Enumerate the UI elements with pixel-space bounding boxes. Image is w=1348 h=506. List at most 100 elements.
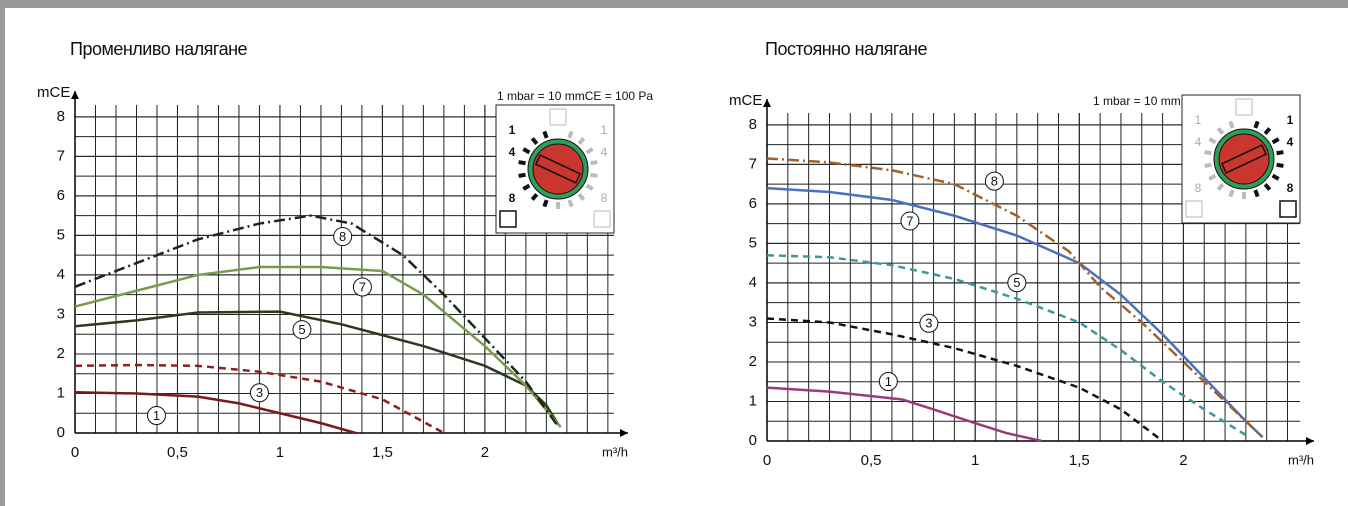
x-axis-label: m³/h [1288,452,1314,467]
dial-knob [1218,133,1270,185]
dial-mark [542,199,549,208]
series-line [766,157,1264,438]
dial-label: 4 [1287,135,1294,149]
series-label-circle [249,383,269,403]
series-label: 3 [925,316,932,331]
y-tick-label: 0 [749,432,757,449]
dial-mark-faded [590,160,598,166]
dial-label-faded: 8 [601,191,608,205]
dial-label-faded: 1 [601,123,608,137]
dial-mark [542,130,549,139]
dial-mark-faded [1216,127,1225,136]
series-line [766,254,1247,437]
series-label: 1 [885,374,892,389]
dial-mark-faded [1204,150,1212,156]
dial-label: 8 [509,191,516,205]
dial-mark-faded [1228,120,1235,129]
dial-mark-faded [1208,137,1217,145]
y-tick-label: 7 [749,155,757,172]
y-axis-label: mCE [729,92,762,109]
dial-label: 1 [1287,113,1294,127]
dial-mark-faded [1208,173,1217,181]
dial-icon: 1 1 4 4 8 8 [495,104,615,234]
dial-icon: 1 1 4 4 8 8 [1181,94,1301,224]
mode-icon [499,210,517,228]
dial-mark-faded [567,130,574,139]
x-tick-label: 2 [481,444,489,461]
x-tick-label: 1,5 [372,444,393,461]
series-label-circle [900,211,920,231]
series-label-circle [919,313,939,333]
x-tick-label: 0 [763,452,771,469]
series-line [74,391,357,435]
dial-mark [1276,162,1284,168]
dial-slot [534,154,582,184]
dial-mark-faded [577,192,586,201]
series-label-circle [352,277,372,297]
mode-icon [1279,200,1297,218]
dial-label: 4 [509,145,516,159]
dial-mark-faded [1216,182,1225,191]
dial-mark-faded [567,199,574,208]
y-tick-label: 8 [57,108,65,125]
x-tick-label: 1 [276,444,284,461]
series-line [74,214,560,428]
y-tick-label: 1 [57,384,65,401]
dial-label: 1 [509,123,516,137]
series-line [74,265,562,428]
dial-mark-faded [577,137,586,146]
dial-mark-faded [585,183,594,191]
dial-mark-faded [585,147,594,155]
series-label-circle [984,171,1004,191]
dial-mark-faded [590,172,598,178]
dial-mark [1253,189,1260,198]
x-tick-label: 0 [71,444,79,461]
series-label: 7 [906,213,913,228]
dial-label-faded: 4 [601,145,608,159]
series-label: 5 [1013,275,1020,290]
series-label: 7 [359,279,366,294]
note: 1 mbar = 10 mmCE = 100 Pa [497,89,653,103]
y-tick-label: 4 [749,274,757,291]
dial-mark [530,137,539,146]
chart-title: Постоянно налягане [765,39,927,59]
series-label-circle [333,227,353,247]
y-tick-label: 8 [749,116,757,133]
y-tick-label: 3 [749,313,757,330]
series-label-circle [878,372,898,392]
y-tick-label: 4 [57,266,65,283]
dial-mark [522,147,531,155]
dial-label: 8 [1287,181,1294,195]
mode-icon-faded [1185,200,1203,218]
dial-mark [1271,137,1280,145]
y-arrow [71,91,79,99]
dial-mark [1253,120,1260,129]
air-icon [1235,98,1253,116]
series-line [74,363,445,435]
series-label: 8 [339,229,346,244]
mode-icon-faded [593,210,611,228]
y-tick-label: 0 [57,424,65,441]
series-label: 1 [153,408,160,423]
air-icon [549,108,567,126]
x-tick-label: 1,5 [1069,452,1090,469]
series-label: 5 [298,322,305,337]
x-tick-label: 0,5 [167,444,188,461]
dial-mark [522,183,531,191]
frame-left [0,0,5,506]
series-line [766,386,1043,443]
series-label-circle [292,320,312,340]
dial-mark [1276,150,1284,156]
y-axis-label: mCE [37,84,70,101]
y-tick-label: 5 [749,234,757,251]
dial-mark-faded [1204,162,1212,168]
dial-mark [1263,127,1272,136]
dial-mark [530,192,539,201]
y-tick-label: 2 [749,353,757,370]
dial-mark [1263,182,1272,191]
x-tick-label: 0,5 [861,452,882,469]
y-tick-label: 6 [749,195,757,212]
x-tick-label: 2 [1179,452,1187,469]
dial-mark [518,160,526,166]
y-tick-label: 5 [57,226,65,243]
